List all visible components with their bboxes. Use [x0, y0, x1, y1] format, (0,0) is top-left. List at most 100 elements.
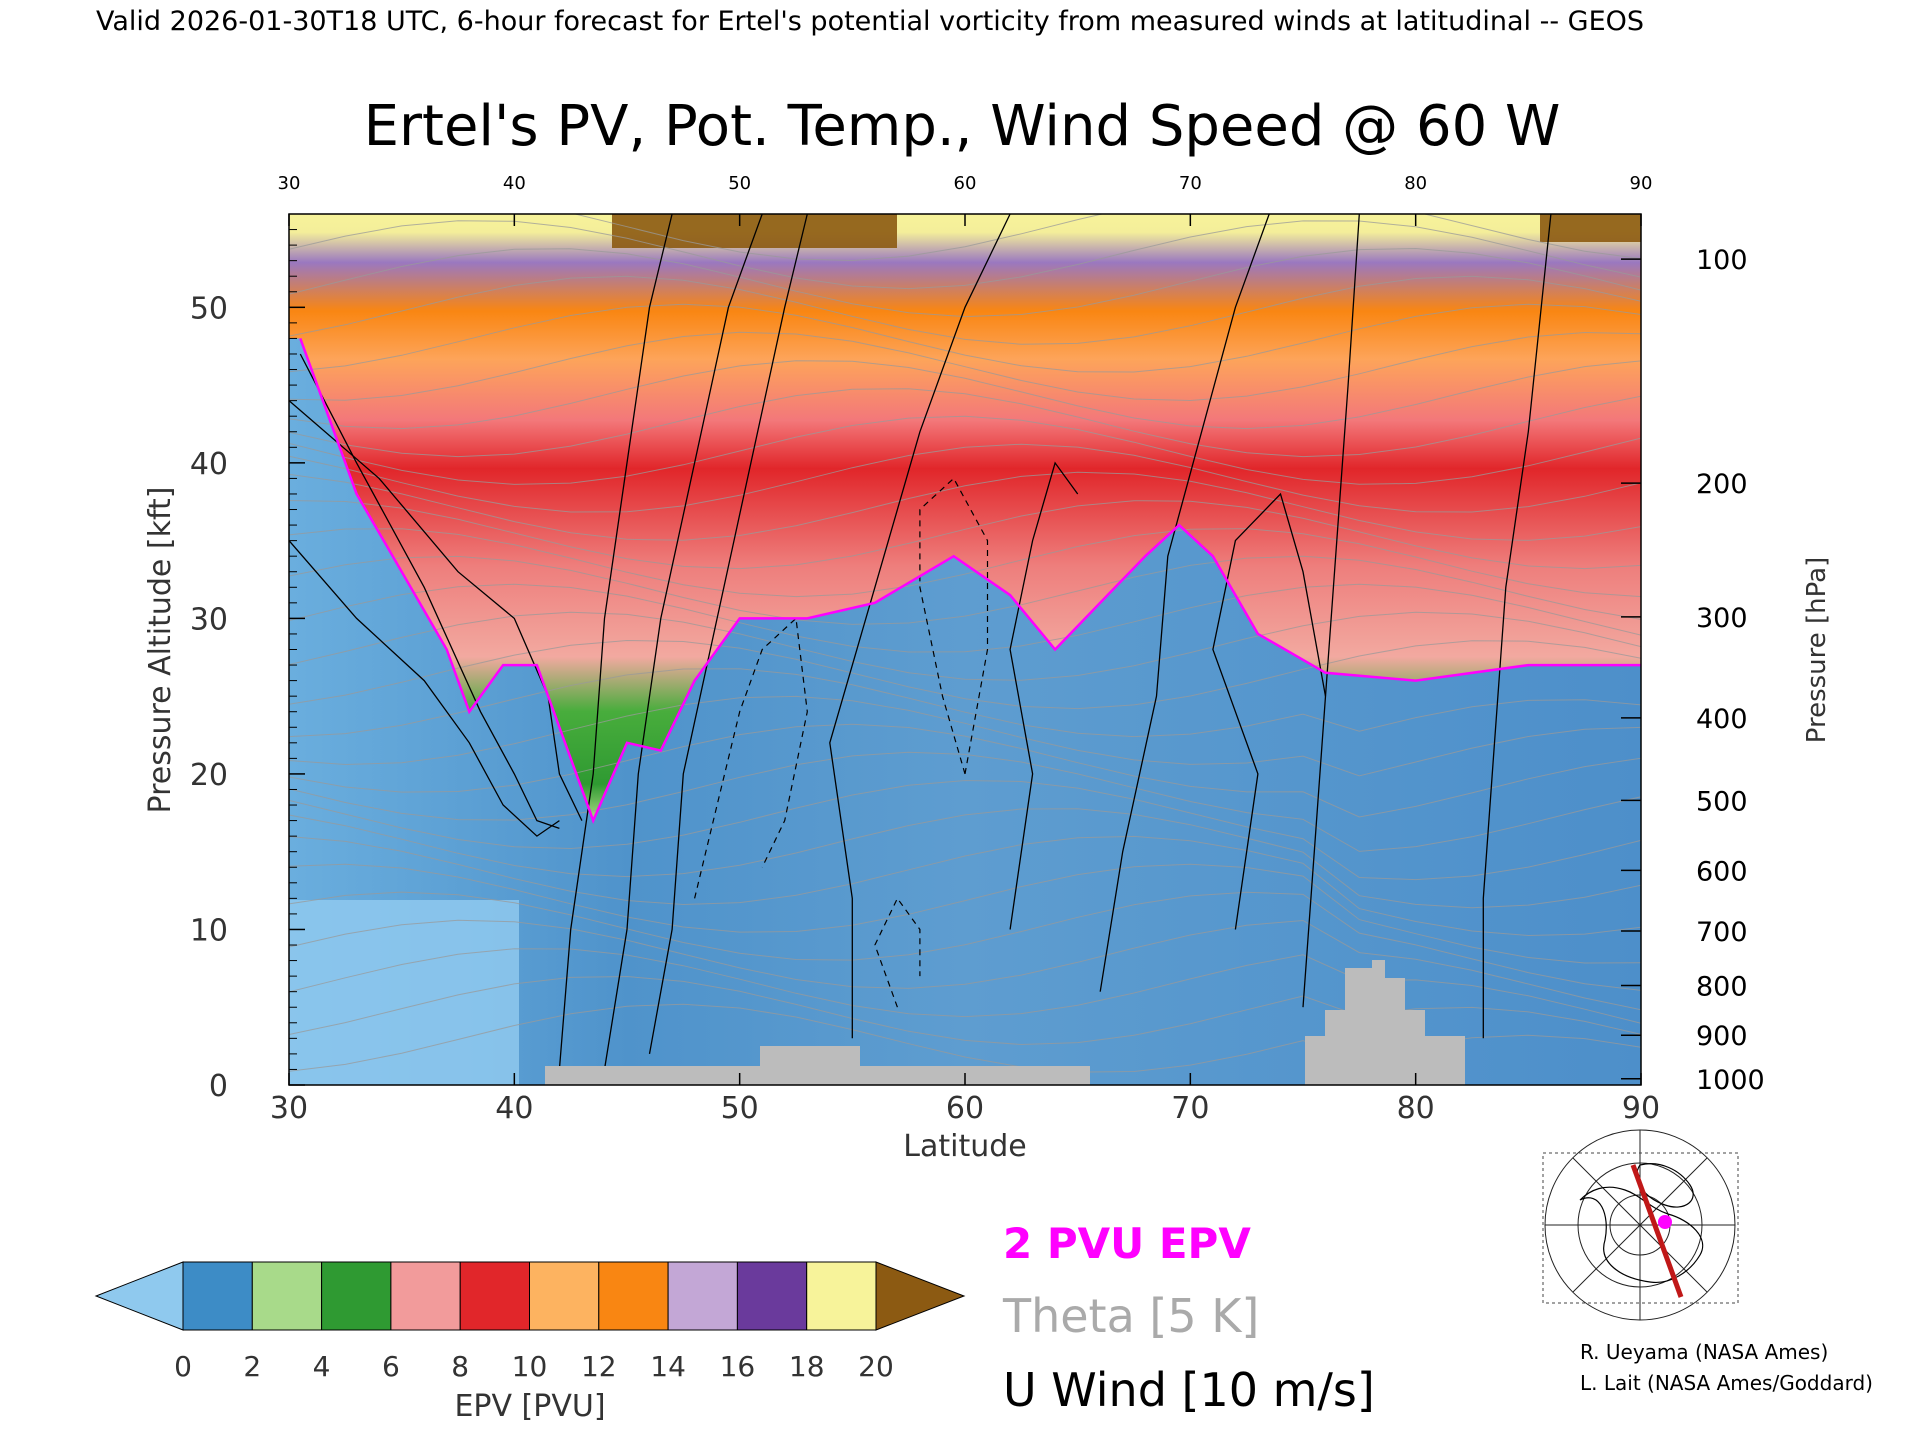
valid-time-header: Valid 2026-01-30T18 UTC, 6-hour forecast… [96, 6, 1644, 37]
theta-contour [289, 528, 1641, 598]
theta-contour [289, 555, 1641, 625]
y-tick-label: 10 [190, 913, 228, 948]
pressure-tick-label: 600 [1696, 856, 1748, 887]
x-tick-label: 30 [270, 1091, 308, 1126]
pressure-tick-label: 400 [1696, 704, 1748, 735]
y-axis-left: 0 10 20 30 40 50 [190, 229, 305, 1104]
u-wind-contour [558, 214, 673, 1070]
theta-contour [289, 303, 1641, 373]
theta-contour [289, 639, 1641, 710]
colorbar-tick-label: 12 [581, 1350, 617, 1383]
pressure-tick-label: 300 [1696, 603, 1748, 634]
u-wind-contours [289, 214, 1552, 1070]
theta-contour [289, 275, 1641, 345]
pressure-tick-label: 700 [1696, 917, 1748, 948]
colorbar-segment [251, 1261, 323, 1331]
colorbar-tick-label: 0 [174, 1350, 192, 1383]
x-top-tick-label: 70 [1179, 173, 1202, 194]
pvu-2-contour [299, 337, 1641, 824]
theta-contour [289, 247, 1641, 318]
theta-contour [289, 723, 1641, 818]
pressure-tick-label: 200 [1696, 469, 1748, 500]
u-wind-contour [603, 214, 763, 1070]
theta-contour [289, 360, 1641, 430]
plot-area [289, 214, 1641, 1085]
y-tick-label: 30 [190, 602, 228, 637]
x-tick-label: 50 [721, 1091, 759, 1126]
theta-contour [289, 808, 1641, 909]
theta-contour [289, 443, 1641, 513]
u-wind-contour-negative [919, 477, 989, 775]
pressure-tick-label: 100 [1696, 245, 1748, 276]
u-wind-contour [289, 540, 560, 837]
u-wind-contour-negative [874, 897, 921, 1008]
colorbar-segment [529, 1261, 600, 1331]
theta-contour [289, 611, 1641, 681]
colorbar-segment [390, 1261, 461, 1331]
x-axis-label: Latitude [903, 1129, 1026, 1164]
x-top-tick-label: 60 [954, 173, 977, 194]
terrain [545, 960, 1465, 1085]
locator-map [1542, 1129, 1739, 1321]
colorbar-tick-label: 2 [243, 1350, 261, 1383]
colorbar-tick-label: 20 [858, 1350, 894, 1383]
x-tick-label: 60 [946, 1091, 984, 1126]
u-wind-contour [1009, 461, 1079, 930]
theta-contour [289, 891, 1641, 991]
colorbar-label: EPV [PVU] [454, 1389, 605, 1424]
x-tick-label: 90 [1622, 1091, 1660, 1126]
theta-contour [289, 779, 1641, 881]
x-top-tick-label: 30 [278, 173, 301, 194]
colorbar-under-arrow [94, 1261, 184, 1331]
y-tick-label: 0 [209, 1069, 228, 1104]
theta-contour [289, 919, 1641, 1011]
theta-contour [289, 695, 1641, 777]
stratosphere-fill [289, 214, 1641, 821]
x-tick-label: 70 [1171, 1091, 1209, 1126]
colorbar-tick-label: 4 [313, 1350, 331, 1383]
u-wind-contour [1302, 214, 1360, 1008]
u-wind-contour [648, 214, 808, 1055]
colorbar-segment [598, 1261, 669, 1331]
theta-contour [289, 948, 1641, 1024]
colorbar-segment [667, 1261, 738, 1331]
credit-line-2: L. Lait (NASA Ames/Goddard) [1580, 1371, 1873, 1395]
y-axis-label: Pressure Altitude [kft] [143, 487, 178, 814]
colorbar-tick-label: 8 [451, 1350, 469, 1383]
pressure-tick-label: 900 [1696, 1021, 1748, 1052]
x-top-tick-label: 40 [503, 173, 526, 194]
u-wind-contour [829, 214, 1011, 1039]
colorbar-segment [182, 1261, 253, 1331]
theta-contour [289, 471, 1641, 541]
upper-band-brown-right [1540, 214, 1641, 242]
u-wind-contour [299, 353, 560, 830]
pressure-tick-label: 800 [1696, 971, 1748, 1002]
legend-entry-theta: Theta [5 K] [1002, 1289, 1259, 1343]
colorbar-segment [736, 1261, 808, 1331]
surface-lightblue [289, 900, 519, 1085]
theta-contour [289, 835, 1641, 937]
u-wind-contour [1212, 492, 1327, 930]
theta-contour [289, 668, 1641, 738]
theta-contour [289, 863, 1641, 964]
x-axis-top: 30 40 50 60 70 80 90 [278, 173, 1652, 226]
y2-axis-label: Pressure [hPa] [1802, 557, 1832, 744]
theta-contour [289, 583, 1641, 653]
u-wind-contour-negative [694, 617, 808, 899]
credit-line-1: R. Ueyama (NASA Ames) [1580, 1340, 1828, 1364]
colorbar-over-arrow [875, 1261, 966, 1331]
colorbar-tick-labels: 0 2 4 6 8 10 12 14 16 18 20 [174, 1350, 894, 1383]
u-wind-contour [289, 400, 583, 821]
pressure-tick-label: 500 [1696, 786, 1748, 817]
chart-title: Ertel's PV, Pot. Temp., Wind Speed @ 60 … [364, 94, 1561, 159]
y-tick-label: 20 [190, 758, 228, 793]
theta-contour [289, 975, 1641, 1046]
u-wind-contour [1482, 214, 1552, 1039]
colorbar-tick-label: 10 [512, 1350, 548, 1383]
colorbar-tick-label: 14 [650, 1350, 686, 1383]
x-tick-label: 40 [495, 1091, 533, 1126]
colorbar-segment [459, 1261, 531, 1331]
theta-contour [289, 331, 1641, 402]
colorbar-tick-label: 16 [720, 1350, 756, 1383]
